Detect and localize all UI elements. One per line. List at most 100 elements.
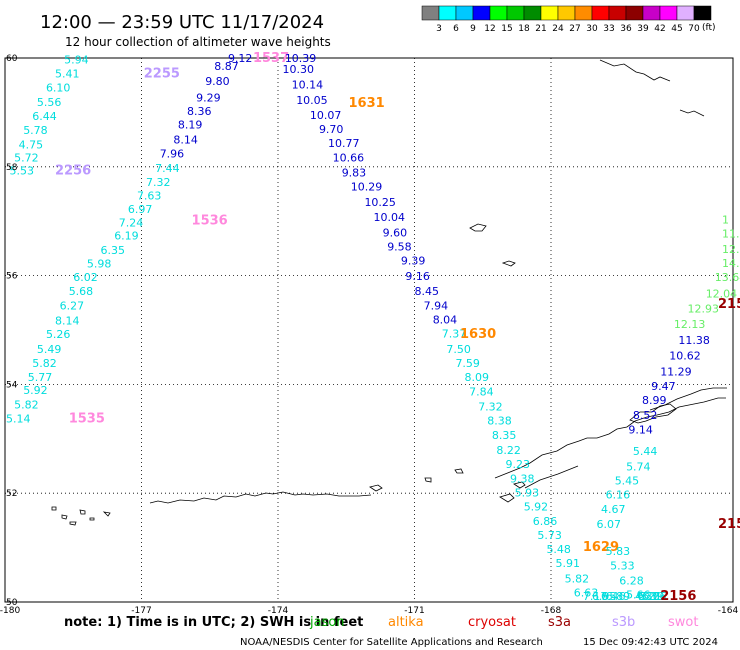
wave-height-label: 9.12 <box>228 52 253 65</box>
legend-tick-label: 30 <box>586 24 598 34</box>
legend-tick-label: 18 <box>518 24 530 34</box>
wave-height-label: 7.84 <box>469 385 494 398</box>
legend-swatch <box>489 5 508 21</box>
coastline <box>51 59 727 526</box>
satellite-name: cryosat <box>468 615 516 630</box>
pass-time-label: 1536 <box>192 213 228 228</box>
wave-height-label: 7.37 <box>442 328 467 341</box>
wave-height-label: 10.66 <box>333 151 365 164</box>
lat-tick-label: 50 <box>6 598 18 608</box>
wave-height-label: 5.74 <box>626 460 651 473</box>
legend-swatch <box>506 5 525 21</box>
wave-height-label: 10.04 <box>374 211 406 224</box>
wave-height-label: 10.14 <box>292 78 324 91</box>
footer-credit: NOAA/NESDIS Center for Satellite Applica… <box>240 637 543 648</box>
wave-height-label: 9.39 <box>401 255 426 268</box>
footer-note: note: 1) Time is in UTC; 2) SWH is in fe… <box>64 615 363 630</box>
wave-height-label: 8.09 <box>465 371 490 384</box>
legend-swatch <box>693 5 712 21</box>
wave-height-label: 8.87 <box>214 60 239 73</box>
legend-unit: (ft) <box>702 23 716 33</box>
legend-swatch <box>676 5 695 21</box>
wave-height-label: 5.92 <box>23 384 48 397</box>
pass-time-label: 2155 <box>718 517 740 532</box>
wave-height-label: 5.93 <box>515 486 540 499</box>
wave-height-label: 9.83 <box>342 167 367 180</box>
pass-time-label: 2156 <box>660 589 696 604</box>
wave-height-label: 6.35 <box>101 244 126 257</box>
wave-height-label: 10.39 <box>285 52 317 65</box>
legend-tick-label: 33 <box>603 24 614 34</box>
wave-height-label: 9.47 <box>651 380 676 393</box>
kodiak-islets <box>499 481 526 503</box>
wave-height-label: 8.04 <box>433 313 458 326</box>
wave-height-label: 10.62 <box>669 349 701 362</box>
wave-height-label: 9.14 <box>628 423 653 436</box>
wave-height-label: 5.26 <box>46 328 70 341</box>
lon-tick-label: -180 <box>0 606 20 616</box>
wave-height-label: 5.33 <box>610 559 635 572</box>
legend-tick-label: 6 <box>453 24 459 34</box>
legend-swatch <box>455 5 474 21</box>
wave-height-label: 6.95 <box>592 590 617 603</box>
wave-height-label: 11. <box>722 228 740 241</box>
legend-swatch <box>472 5 491 21</box>
wave-height-label: 10.05 <box>296 94 328 107</box>
aleutian-islet-1 <box>51 506 77 526</box>
wave-height-label: 7.32 <box>478 401 503 414</box>
wave-height-label: 7.44 <box>155 162 180 175</box>
wave-height-label: 7.17 <box>583 590 608 603</box>
aleutian-islet-3 <box>369 468 464 492</box>
legend-tick-label: 3 <box>436 24 442 34</box>
wave-height-label: 9.29 <box>196 92 221 105</box>
alaska-peninsula <box>649 387 727 411</box>
aleutian-islet-2 <box>79 509 111 521</box>
wave-height-label: 1 <box>722 213 729 226</box>
lon-tick-label: -168 <box>541 606 562 616</box>
wave-height-label: 8.14 <box>55 315 80 328</box>
satellite-name: jason <box>309 615 345 630</box>
wave-height-label: 5.49 <box>37 343 62 356</box>
lon-tick-label: -177 <box>131 606 151 616</box>
wave-height-label: 5.78 <box>23 124 48 137</box>
satellite-name: s3b <box>612 615 635 630</box>
wave-height-label: 8.19 <box>178 119 203 132</box>
axis-ticks: -180 -177 -174 -171 -168 -164 60 58 56 54 52 50 <box>0 54 738 616</box>
wave-height-label: 12.13 <box>674 318 706 331</box>
wave-height-label: 5.14 <box>6 412 31 425</box>
wave-height-label: 6.16 <box>606 489 631 502</box>
wave-height-label: 9.60 <box>383 226 408 239</box>
satellite-name: swot <box>668 615 698 630</box>
wave-height-label: 5.98 <box>87 257 112 270</box>
wave-height-label: 13.64 <box>715 271 740 284</box>
wave-height-label: 6.63 <box>574 587 599 600</box>
wave-height-label: 5.92 <box>524 501 549 514</box>
wave-height-label: 8.99 <box>642 394 667 407</box>
wave-height-label: 5.68 <box>69 285 94 298</box>
pass-time-label: 1631 <box>349 96 385 111</box>
wave-height-label: 5.39 <box>640 590 665 603</box>
wave-height-label: 5.82 <box>32 357 57 370</box>
wave-height-label: 5.77 <box>28 371 53 384</box>
legend-swatch <box>642 5 661 21</box>
legend-swatch <box>659 5 678 21</box>
legend-swatch <box>557 5 576 21</box>
lon-tick-label: -164 <box>718 606 739 616</box>
pass-time-label: 1535 <box>69 411 105 426</box>
aleutian-east-mainland <box>494 397 726 489</box>
wave-height-label: 9.38 <box>510 472 535 485</box>
wave-height-label: 8.52 <box>633 409 658 422</box>
wave-height-label: 10.25 <box>364 196 396 209</box>
unimak-island <box>629 403 677 424</box>
legend-swatch <box>625 5 644 21</box>
wave-height-label: 10.30 <box>283 63 315 76</box>
satellite-name: s3a <box>548 615 571 630</box>
wave-height-label: 4.67 <box>601 503 626 516</box>
wave-height-label: 6.86 <box>533 515 558 528</box>
wave-height-label: 8.14 <box>173 133 198 146</box>
pass-time-label: 1630 <box>460 327 496 342</box>
legend-tick-label: 45 <box>671 24 682 34</box>
wave-height-label: 7.96 <box>160 148 185 161</box>
wave-height-label: 5.82 <box>14 398 39 411</box>
